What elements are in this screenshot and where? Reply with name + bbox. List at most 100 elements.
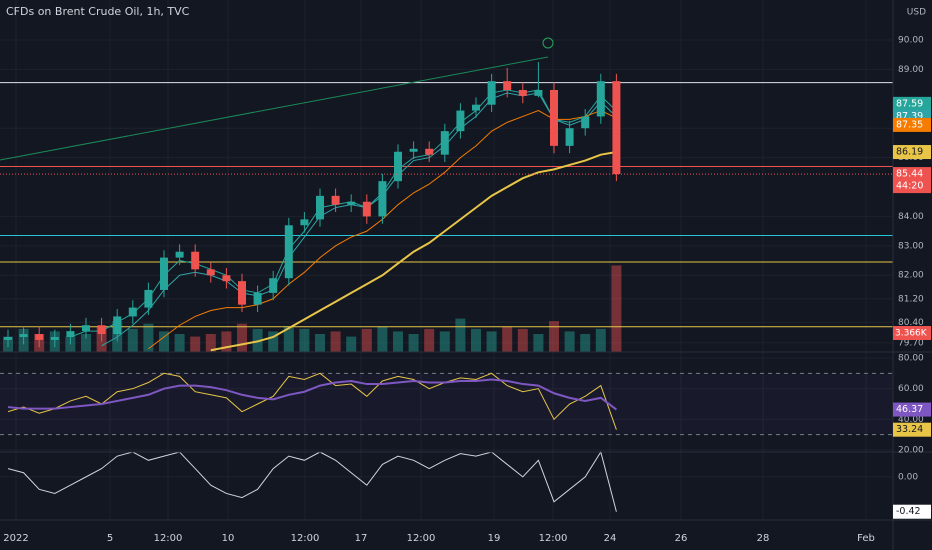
volume-bar bbox=[190, 336, 201, 352]
volume-bar bbox=[315, 334, 325, 352]
volume-bar bbox=[611, 265, 622, 352]
volume-bar bbox=[580, 334, 591, 352]
moving-average bbox=[210, 151, 617, 352]
y-tick-label: 0.00 bbox=[898, 472, 918, 482]
volume-tag bbox=[893, 326, 931, 340]
candle-body bbox=[316, 195, 324, 220]
candle-body bbox=[206, 269, 215, 276]
time-label: 28 bbox=[757, 533, 770, 544]
chart-title: CFDs on Brent Crude Oil, 1h, TVC bbox=[6, 5, 190, 18]
candle-body bbox=[440, 131, 449, 155]
candle-body bbox=[128, 307, 137, 317]
volume-bar bbox=[533, 334, 544, 352]
y-tick-label: 40.00 bbox=[898, 415, 924, 425]
candle-body bbox=[534, 89, 543, 96]
time-label: 26 bbox=[675, 533, 688, 544]
volume-bar bbox=[549, 321, 559, 352]
candle-body bbox=[82, 325, 90, 332]
volume-bar bbox=[221, 331, 232, 352]
candle-body bbox=[238, 281, 246, 305]
rsi-line bbox=[7, 372, 617, 430]
volume-bar bbox=[361, 328, 372, 352]
candle-body bbox=[253, 292, 262, 305]
candle-body bbox=[160, 257, 168, 290]
price-tag bbox=[893, 504, 931, 519]
candle-body bbox=[175, 251, 184, 258]
candle-body bbox=[144, 289, 153, 308]
time-label: 2022 bbox=[3, 533, 28, 544]
time-label: 12:00 bbox=[291, 533, 320, 544]
y-tick-label: 84.00 bbox=[898, 212, 924, 222]
event-marker[interactable] bbox=[542, 37, 554, 49]
time-label: Feb bbox=[857, 533, 875, 544]
time-label: 17 bbox=[355, 533, 368, 544]
candle-body bbox=[97, 325, 106, 335]
candle-body bbox=[472, 104, 480, 111]
candle-body bbox=[4, 337, 12, 340]
volume-bar bbox=[283, 326, 294, 352]
price-tag-label: 86.19 bbox=[896, 147, 923, 158]
candle-body bbox=[66, 331, 75, 338]
volume-bar bbox=[408, 334, 419, 352]
candle-body bbox=[409, 148, 418, 152]
volume-bar bbox=[205, 334, 216, 352]
candle-body bbox=[487, 81, 496, 105]
volume-bar bbox=[377, 326, 388, 352]
moving-average bbox=[101, 92, 617, 347]
y-tick-label: 80.00 bbox=[898, 353, 924, 363]
candle-body bbox=[300, 219, 309, 226]
volume-bar bbox=[159, 331, 169, 352]
candle-body bbox=[50, 337, 59, 340]
volume-bar bbox=[237, 323, 247, 352]
price-tag bbox=[893, 402, 931, 417]
y-tick-label: 20.00 bbox=[898, 446, 924, 456]
countdown: 44:20 bbox=[896, 181, 923, 192]
y-tick-label: 89.00 bbox=[898, 65, 924, 75]
volume-bar bbox=[174, 334, 185, 352]
y-tick-label: 80.40 bbox=[898, 318, 924, 328]
y-tick-label: 60.00 bbox=[898, 384, 924, 394]
currency: USD bbox=[907, 8, 926, 18]
candle-body bbox=[347, 201, 356, 205]
volume-bar bbox=[471, 328, 481, 352]
volume-bar bbox=[81, 334, 91, 352]
volume-bar bbox=[564, 331, 575, 352]
candle-body bbox=[113, 316, 122, 335]
oscillator-line bbox=[7, 450, 617, 512]
candle-body bbox=[550, 89, 558, 146]
y-tick-label: 90.00 bbox=[898, 35, 924, 45]
volume-bar bbox=[439, 331, 450, 352]
rsi-ma-line bbox=[7, 378, 618, 411]
price-tag bbox=[893, 422, 931, 437]
price-tag bbox=[893, 145, 931, 160]
volume-bar bbox=[455, 318, 466, 352]
volume-bar bbox=[502, 326, 513, 352]
time-label: 5 bbox=[107, 533, 113, 544]
last-price-tag bbox=[893, 167, 931, 194]
price-tag bbox=[893, 96, 931, 111]
y-tick-label: 82.00 bbox=[898, 271, 924, 281]
candle-body bbox=[362, 201, 371, 217]
volume-bar bbox=[127, 328, 138, 352]
volume-bar bbox=[486, 331, 497, 352]
last-price-label: 85.44 bbox=[896, 169, 923, 180]
time-label: 12:00 bbox=[154, 533, 183, 544]
price-tag-label: 33.24 bbox=[896, 424, 923, 435]
candle-body bbox=[612, 81, 621, 175]
volume-bar bbox=[346, 336, 357, 352]
volume-bar bbox=[299, 328, 310, 352]
price-tag-label: -0.42 bbox=[896, 506, 921, 517]
y-tick-label: 79.70 bbox=[898, 338, 924, 348]
candle-body bbox=[425, 148, 434, 155]
y-tick-label: 81.20 bbox=[898, 294, 924, 304]
volume-bar bbox=[517, 328, 528, 352]
grid bbox=[0, 0, 893, 520]
candle-body bbox=[503, 81, 512, 90]
volume-tag-label: 3.366K bbox=[895, 329, 928, 339]
candle-body bbox=[191, 251, 200, 270]
volume-bar bbox=[424, 328, 435, 352]
candle-body bbox=[596, 81, 605, 117]
y-tick-label: 83.00 bbox=[898, 241, 924, 251]
price-tag-label: 87.39 bbox=[896, 111, 923, 122]
